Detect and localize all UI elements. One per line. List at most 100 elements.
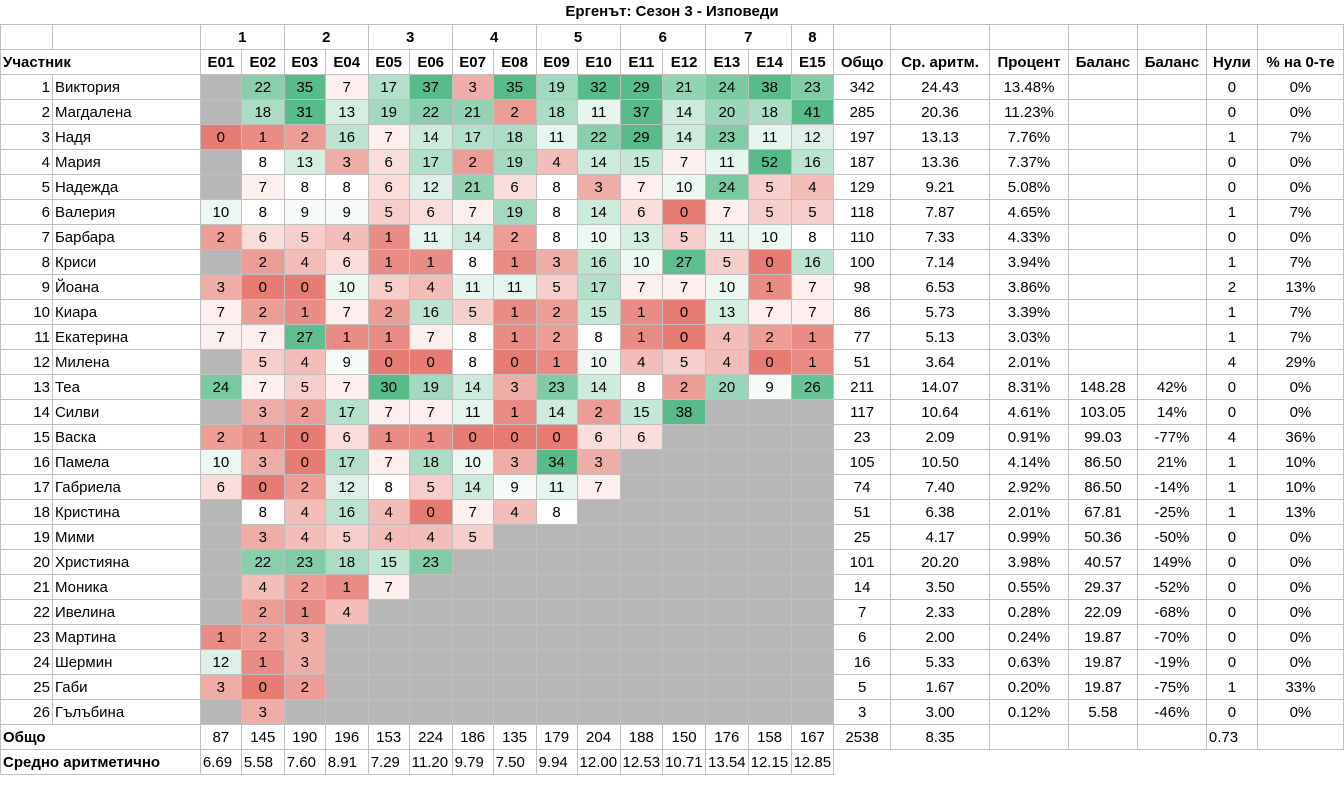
percent-cell: 4.33% [989, 224, 1069, 250]
episode-value: 0 [747, 249, 792, 275]
zeros-percent-cell: 13% [1256, 499, 1344, 525]
episode-value: 11 [492, 274, 537, 300]
episode-value: 1 [619, 324, 664, 350]
balance-change-cell [1136, 299, 1207, 325]
episode-value: 7 [367, 399, 410, 425]
episode-value: 8 [790, 224, 835, 250]
episode-value: 10 [199, 199, 242, 225]
episode-value: 6 [324, 424, 369, 450]
participant-name: Мария [51, 149, 201, 175]
eliminated-cell [747, 399, 792, 425]
episode-value: 14 [576, 374, 621, 400]
episode-value: 7 [662, 149, 707, 175]
zeros-percent-cell: 0% [1256, 549, 1344, 575]
column-header: E14 [747, 49, 792, 75]
week-number: 3 [367, 24, 453, 50]
total-cell: 105 [833, 449, 892, 475]
episode-value: 2 [492, 99, 537, 125]
episode-total: 158 [747, 724, 792, 750]
participant-name: Йоана [51, 274, 201, 300]
participant-name: Мартина [51, 624, 201, 650]
column-header: E05 [367, 49, 410, 75]
column-header-row: Участник E01 E02 E03 E04 E05 E06 E07 E08 E09 E10 E1… [0, 49, 1344, 75]
total-cell: 110 [833, 224, 892, 250]
zeros-cell: 0 [1205, 99, 1258, 125]
episode-value: 2 [451, 149, 494, 175]
table-row: 9 Йоана 3 0 0 10 5 4 11 11 5 17 7 7 10 1 7 98 6.53 3.86% 2 13… [0, 274, 1344, 300]
zeros-cell: 1 [1205, 474, 1258, 500]
episode-value: 52 [747, 149, 792, 175]
eliminated-cell [747, 649, 792, 675]
balance-cell: 86.50 [1067, 449, 1138, 475]
episode-average: 12.53 [619, 749, 664, 775]
episode-total: 167 [790, 724, 835, 750]
percent-cell: 0.24% [989, 624, 1069, 650]
absent-cell [199, 99, 242, 125]
episode-value: 7 [199, 299, 242, 325]
rank-cell: 12 [0, 349, 53, 375]
episode-value: 7 [408, 324, 453, 350]
episode-value: 9 [283, 199, 326, 225]
column-header: E09 [535, 49, 578, 75]
episode-value: 8 [451, 349, 494, 375]
blank-cell [1256, 724, 1344, 750]
episode-average: 7.29 [367, 749, 410, 775]
zeros-cell: 1 [1205, 249, 1258, 275]
eliminated-cell [619, 449, 664, 475]
episode-total: 188 [619, 724, 664, 750]
episode-value: 7 [199, 324, 242, 350]
eliminated-cell [492, 524, 537, 550]
percent-cell: 2.92% [989, 474, 1069, 500]
average-cell: 13.13 [890, 124, 991, 150]
episode-value: 4 [283, 499, 326, 525]
episode-value: 3 [324, 149, 369, 175]
episode-value: 10 [662, 174, 707, 200]
episode-value: 0 [240, 474, 285, 500]
balance-change-cell [1136, 274, 1207, 300]
episode-total: 196 [324, 724, 369, 750]
participant-name: Мими [51, 524, 201, 550]
balance-cell: 19.87 [1067, 624, 1138, 650]
episode-value: 0 [199, 124, 242, 150]
episode-value: 15 [576, 299, 621, 325]
episode-value: 19 [408, 374, 453, 400]
episode-value: 2 [367, 299, 410, 325]
table-row: 17 Габриела 6 0 2 12 8 5 14 9 11 7 74 7.40 2.92% 86.50-… [0, 474, 1344, 500]
percent-cell: 4.61% [989, 399, 1069, 425]
episode-value: 18 [408, 449, 453, 475]
eliminated-cell [747, 449, 792, 475]
eliminated-cell [790, 649, 835, 675]
episode-value: 5 [747, 199, 792, 225]
blank-cell [989, 724, 1069, 750]
participant-name: Памела [51, 449, 201, 475]
episode-value: 22 [408, 99, 453, 125]
eliminated-cell [324, 649, 369, 675]
episode-value: 4 [535, 149, 578, 175]
episode-value: 1 [367, 249, 410, 275]
week-number: 5 [535, 24, 621, 50]
blank-cell [51, 24, 201, 50]
episode-value: 19 [492, 149, 537, 175]
episode-value: 16 [576, 249, 621, 275]
participant-name: Магдалена [51, 99, 201, 125]
rank-cell: 9 [0, 274, 53, 300]
episode-total: 150 [662, 724, 707, 750]
confessions-table: 1 2 3 4 5 6 7 8 Участник E01 E02 E03 E04 E05 E06 E07 E08… [0, 24, 1344, 775]
balance-cell: 67.81 [1067, 499, 1138, 525]
table-row: 6 Валерия 10 8 9 9 5 6 7 19 8 14 6 0 7 5 5 118 7.87 4.65% 1 7… [0, 199, 1344, 225]
total-cell: 100 [833, 249, 892, 275]
eliminated-cell [747, 499, 792, 525]
balance-cell: 40.57 [1067, 549, 1138, 575]
episode-value: 2 [240, 624, 285, 650]
episode-value: 4 [240, 574, 285, 600]
column-header: E04 [324, 49, 369, 75]
table-row: 25 Габи 3 0 2 5 1.67 0.20% 19.87 -75% 1 33% [0, 674, 1344, 700]
table-row: 20 Християна 22 23 18 15 23 101 20.20 3.98% 40.57 1… [0, 549, 1344, 575]
eliminated-cell [705, 574, 749, 600]
episode-average: 11.20 [408, 749, 453, 775]
balance-change-cell: 21% [1136, 449, 1207, 475]
total-cell: 197 [833, 124, 892, 150]
eliminated-cell [705, 649, 749, 675]
total-cell: 5 [833, 674, 892, 700]
total-cell: 129 [833, 174, 892, 200]
